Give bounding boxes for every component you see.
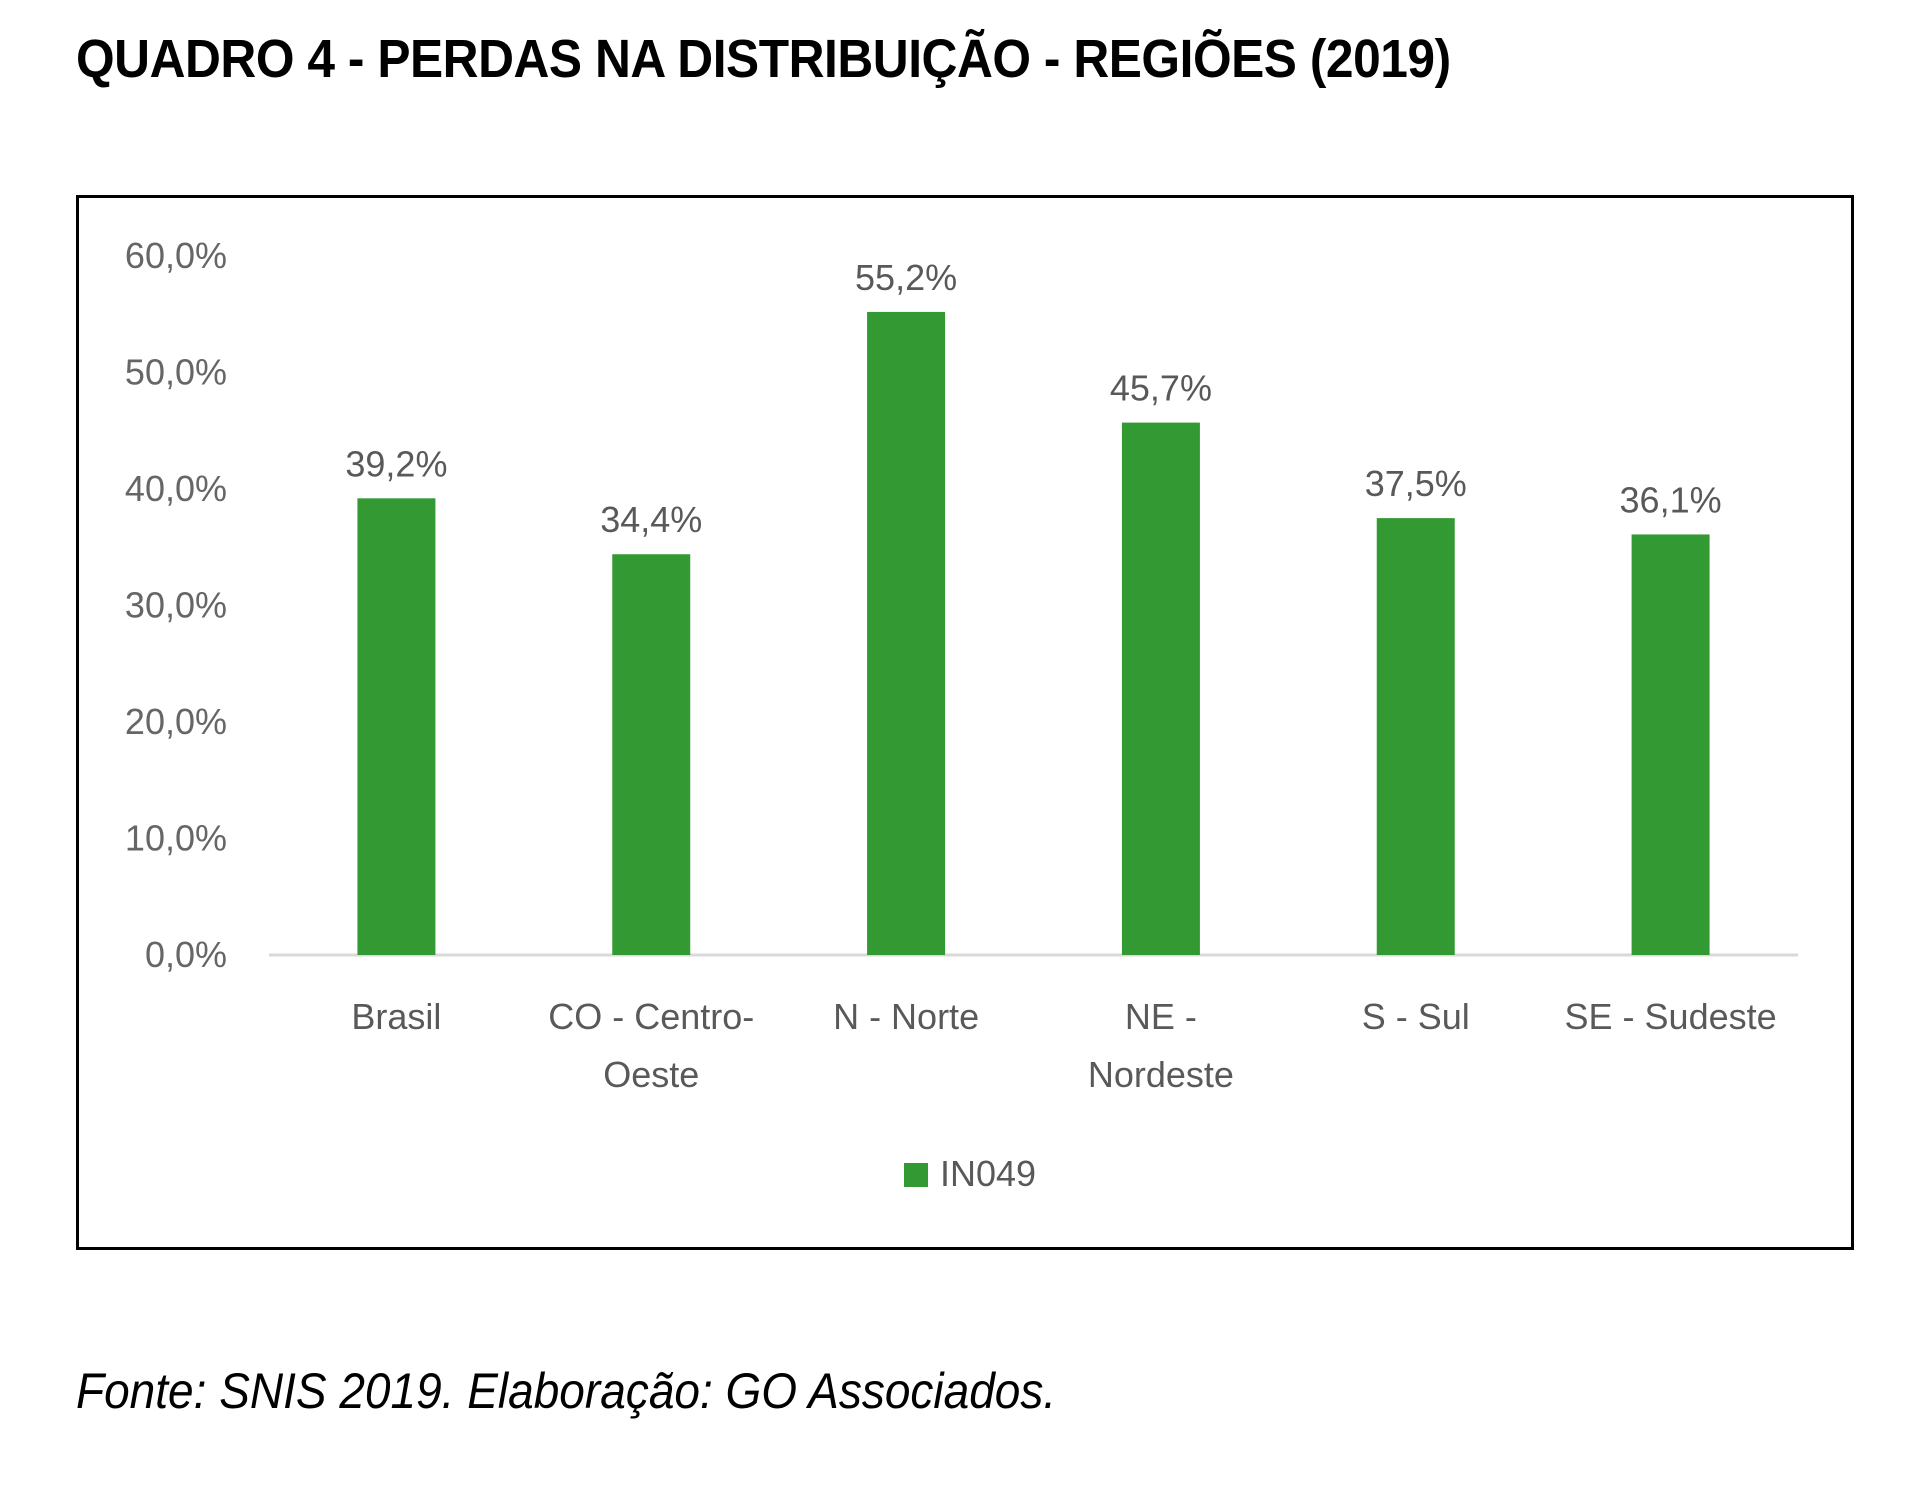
y-tick-label: 40,0% [125,468,227,509]
data-label: 36,1% [1620,479,1722,520]
chart-frame [76,195,1854,1250]
y-tick-label: 30,0% [125,585,227,626]
legend-label: IN049 [940,1153,1036,1194]
page-title: QUADRO 4 - PERDAS NA DISTRIBUIÇÃO - REGI… [76,29,1451,89]
bar [1631,534,1710,955]
x-tick-label: Oeste [603,1054,699,1095]
y-tick-label: 10,0% [125,818,227,859]
y-tick-label: 60,0% [125,235,227,276]
y-tick-label: 0,0% [145,934,227,975]
data-label: 55,2% [855,257,957,298]
source-note: Fonte: SNIS 2019. Elaboração: GO Associa… [76,1363,1057,1419]
x-tick-label: N - Norte [833,996,979,1037]
y-tick-label: 50,0% [125,352,227,393]
legend-swatch [904,1163,928,1187]
x-tick-label: SE - Sudeste [1565,996,1777,1037]
data-label: 37,5% [1365,463,1467,504]
x-tick-label: CO - Centro- [548,996,754,1037]
data-label: 45,7% [1110,368,1212,409]
bar [612,554,691,955]
data-label: 34,4% [600,499,702,540]
y-tick-label: 20,0% [125,701,227,742]
bar [1121,422,1200,956]
bar [1376,518,1455,955]
bar [867,311,946,955]
data-label: 39,2% [345,443,447,484]
x-tick-label: Brasil [351,996,441,1037]
x-tick-label: Nordeste [1088,1054,1234,1095]
x-tick-label: S - Sul [1362,996,1470,1037]
x-tick-label: NE - [1125,996,1197,1037]
bar [357,498,436,955]
